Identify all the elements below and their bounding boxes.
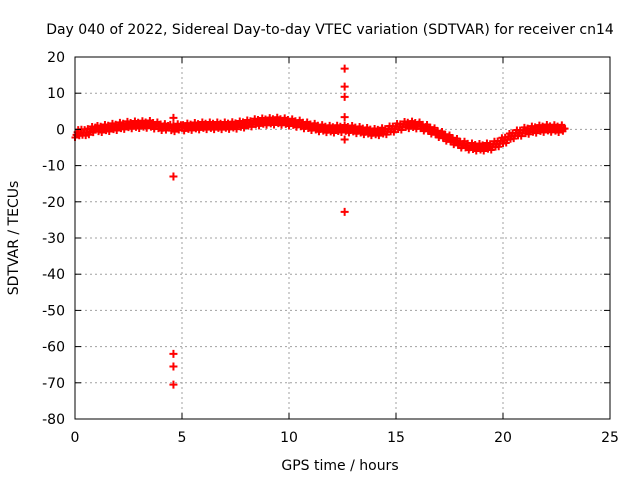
x-tick-label: 10 xyxy=(280,430,298,446)
y-tick-label: -80 xyxy=(42,412,65,428)
x-axis-label: GPS time / hours xyxy=(281,458,398,474)
outlier-point xyxy=(169,172,178,181)
data-point xyxy=(558,121,566,129)
x-tick-label: 0 xyxy=(71,430,80,446)
y-tick-label: -60 xyxy=(42,340,65,356)
outlier-point xyxy=(169,380,178,389)
y-tick-label: -30 xyxy=(42,231,65,247)
outlier-point xyxy=(169,362,178,371)
data-points xyxy=(71,64,569,389)
grid xyxy=(75,57,610,419)
y-tick-label: 0 xyxy=(56,122,65,138)
y-tick-label: 20 xyxy=(47,50,65,66)
y-axis-label: SDTVAR / TECUs xyxy=(6,181,22,296)
outlier-point xyxy=(340,64,349,73)
data-point xyxy=(561,125,569,133)
y-tick-label: -20 xyxy=(42,195,65,211)
outlier-point xyxy=(340,92,349,101)
outlier-point xyxy=(340,207,349,216)
outlier-point xyxy=(340,113,349,122)
y-tick-label: -40 xyxy=(42,267,65,283)
outlier-point xyxy=(340,135,349,144)
y-tick-label: 10 xyxy=(47,86,65,102)
chart-title: Day 040 of 2022, Sidereal Day-to-day VTE… xyxy=(46,22,614,38)
outlier-point xyxy=(340,82,349,91)
y-tick-labels: 20 10 0 -10 -20 -30 -40 -50 -60 -70 -80 xyxy=(42,50,65,428)
outlier-point xyxy=(169,113,178,122)
axis-ticks xyxy=(74,56,611,420)
outlier-point xyxy=(169,349,178,358)
y-tick-label: -10 xyxy=(42,159,65,175)
x-tick-label: 15 xyxy=(387,430,405,446)
x-tick-label: 5 xyxy=(178,430,187,446)
x-tick-labels: 0 5 10 15 20 25 xyxy=(71,430,619,446)
y-tick-label: -50 xyxy=(42,303,65,319)
x-tick-label: 20 xyxy=(494,430,512,446)
y-tick-label: -70 xyxy=(42,376,65,392)
x-tick-label: 25 xyxy=(601,430,619,446)
